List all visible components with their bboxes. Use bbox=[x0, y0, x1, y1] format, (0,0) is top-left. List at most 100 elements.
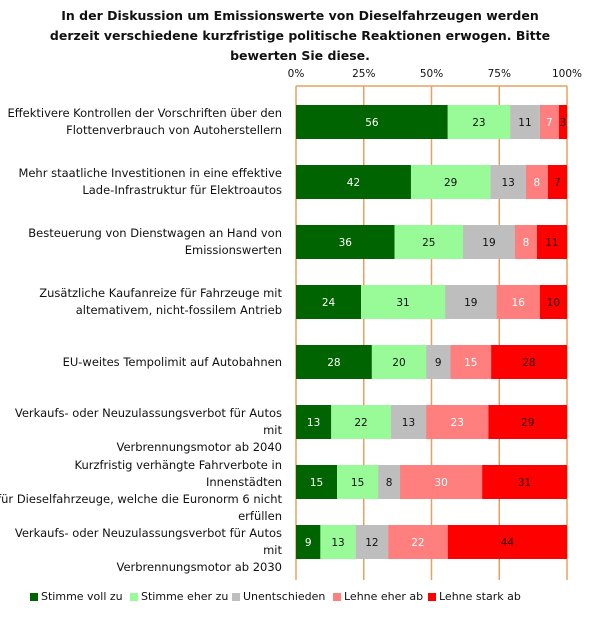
bar-segment bbox=[337, 465, 379, 499]
legend-swatch bbox=[232, 592, 240, 601]
data-label: 23 bbox=[472, 117, 485, 129]
bar-segment bbox=[450, 345, 492, 379]
category-label-line: Kurzfristig verhängte Fahrverbote in Inn… bbox=[74, 457, 282, 489]
category-label: Besteuerung von Dienstwagen an Hand von E… bbox=[0, 225, 282, 259]
bar-segment bbox=[320, 525, 356, 559]
data-label: 13 bbox=[501, 177, 514, 189]
legend-label: Lehne stark ab bbox=[439, 590, 521, 603]
bar-segment bbox=[496, 285, 540, 319]
bar-segment bbox=[296, 105, 448, 139]
bar-segment bbox=[296, 525, 321, 559]
data-label: 12 bbox=[365, 537, 378, 549]
data-label: 7 bbox=[546, 117, 553, 129]
bar-segment bbox=[378, 465, 401, 499]
chart-title-line: In der Diskussion um Emissionswerte von … bbox=[61, 8, 539, 23]
bar-segment bbox=[410, 165, 491, 199]
legend-label: Stimme voll zu bbox=[41, 590, 123, 603]
x-tick-label: 25% bbox=[352, 68, 376, 80]
category-label: Verkaufs- oder Neuzulassungsverbot für A… bbox=[0, 405, 282, 456]
bar-segment bbox=[510, 105, 540, 139]
bar-segment bbox=[296, 345, 372, 379]
bar-segment bbox=[426, 405, 489, 439]
data-label: 25 bbox=[422, 237, 435, 249]
data-label: 20 bbox=[392, 357, 405, 369]
data-label: 24 bbox=[322, 297, 336, 309]
category-label-line: Flottenverbrauch von Autoherstellern bbox=[66, 123, 282, 137]
data-label: 36 bbox=[339, 237, 353, 249]
data-label: 31 bbox=[518, 477, 531, 489]
data-label: 28 bbox=[522, 357, 535, 369]
category-label-line: für Dieselfahrzeuge, welche die Euronorm… bbox=[0, 491, 282, 506]
data-label: 3 bbox=[560, 117, 567, 129]
legend-swatch bbox=[30, 592, 38, 601]
x-tick-label: 50% bbox=[419, 68, 444, 80]
data-label: 22 bbox=[411, 537, 424, 549]
legend-item: Unentschieden bbox=[232, 590, 325, 603]
data-label: 30 bbox=[434, 477, 447, 489]
legend-swatch bbox=[333, 592, 341, 601]
bar-segment bbox=[400, 465, 483, 499]
data-label: 9 bbox=[305, 537, 312, 549]
bar-segment bbox=[447, 525, 567, 559]
bar-segment bbox=[296, 405, 332, 439]
bar-segment bbox=[547, 165, 567, 199]
bar-segment bbox=[447, 105, 511, 139]
category-label-line: Besteuerung von Dienstwagen an Hand von bbox=[28, 226, 282, 240]
bar-segment bbox=[331, 405, 391, 439]
category-label-line: Verbrennungsmotor ab 2030 bbox=[116, 560, 282, 574]
legend-label: Lehne eher ab bbox=[344, 590, 424, 603]
x-tick-label: 75% bbox=[487, 68, 511, 80]
category-label-line: Zusätzliche Kaufanreize für Fahrzeuge mi… bbox=[39, 286, 282, 300]
bar-segment bbox=[388, 525, 448, 559]
bar-segment bbox=[426, 345, 451, 379]
legend-item: Lehne stark ab bbox=[428, 590, 521, 603]
legend-swatch bbox=[428, 592, 436, 601]
data-label: 13 bbox=[307, 417, 320, 429]
data-label: 23 bbox=[451, 417, 464, 429]
category-label-line: erfüllen bbox=[238, 508, 282, 523]
bar-segment bbox=[558, 105, 567, 139]
bar-segment bbox=[390, 405, 427, 439]
category-label-line: Effektivere Kontrollen der Vorschriften … bbox=[7, 106, 282, 120]
category-label-line: Emissionswerten bbox=[184, 243, 282, 257]
bar-segment bbox=[394, 225, 463, 259]
category-label-line: altemativem, nicht-fossilem Antrieb bbox=[75, 303, 282, 317]
bar-segment bbox=[361, 285, 446, 319]
data-label: 15 bbox=[351, 477, 364, 489]
legend-item: Stimme voll zu bbox=[30, 590, 123, 603]
legend-label: Unentschieden bbox=[243, 590, 326, 603]
category-label: Effektivere Kontrollen der Vorschriften … bbox=[0, 105, 282, 139]
data-label: 19 bbox=[464, 297, 477, 309]
bar-segment bbox=[371, 345, 427, 379]
data-label: 8 bbox=[386, 477, 393, 489]
data-label: 56 bbox=[365, 117, 379, 129]
data-label: 9 bbox=[435, 357, 442, 369]
data-label: 8 bbox=[523, 237, 530, 249]
data-label: 29 bbox=[444, 177, 457, 189]
chart-title-line: derzeit verschiedene kurzfristige politi… bbox=[49, 28, 551, 43]
data-label: 11 bbox=[545, 237, 558, 249]
data-label: 16 bbox=[512, 297, 526, 309]
bar-segment bbox=[491, 345, 567, 379]
bar-segment bbox=[536, 225, 567, 259]
bar-segment bbox=[296, 465, 338, 499]
data-label: 22 bbox=[354, 417, 367, 429]
bar-segment bbox=[296, 165, 411, 199]
bar-segment bbox=[445, 285, 497, 319]
chart-title-line: bewerten Sie diese. bbox=[230, 48, 370, 63]
bar-segment bbox=[539, 285, 567, 319]
category-label-line: Lade-Infrastruktur für Elektroautos bbox=[82, 183, 282, 197]
bar-segment bbox=[462, 225, 515, 259]
data-label: 15 bbox=[464, 357, 477, 369]
category-label: Zusätzliche Kaufanreize für Fahrzeuge mi… bbox=[0, 285, 282, 319]
data-label: 10 bbox=[547, 297, 560, 309]
x-tick-label: 100% bbox=[551, 68, 583, 80]
bar-segment bbox=[514, 225, 537, 259]
data-label: 11 bbox=[518, 117, 531, 129]
legend-label: Stimme eher zu bbox=[141, 590, 229, 603]
data-label: 13 bbox=[331, 537, 344, 549]
bar-segment bbox=[490, 165, 526, 199]
category-label: Kurzfristig verhängte Fahrverbote in Inn… bbox=[0, 457, 282, 525]
